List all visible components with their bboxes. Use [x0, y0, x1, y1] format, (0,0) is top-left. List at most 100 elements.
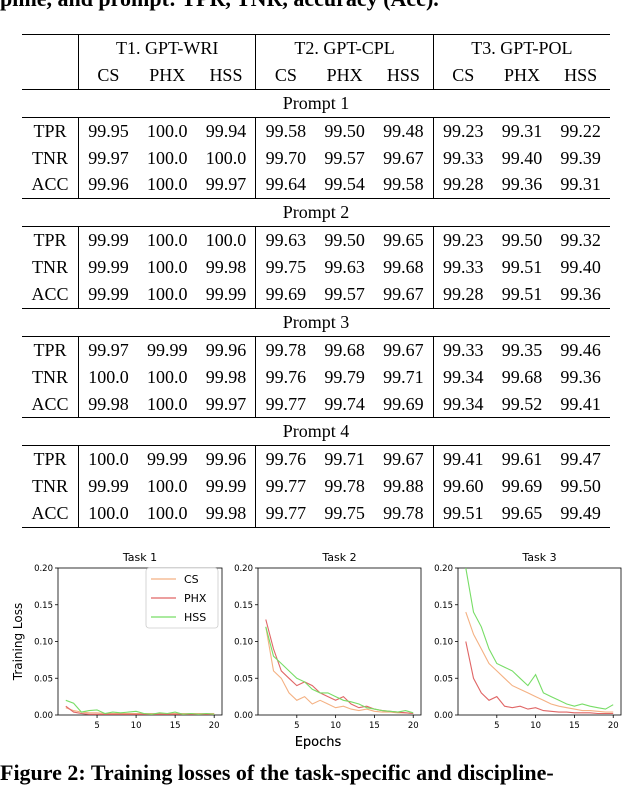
value-cell: 99.88 [373, 473, 434, 501]
prompt-label: Prompt 3 [22, 307, 610, 337]
y-tick-label: 0.00 [234, 711, 253, 721]
table-row: TNR 99.99 100.0 99.98 99.75 99.63 99.68 99.33 99… [22, 254, 610, 282]
value-cell: 99.67 [373, 445, 434, 474]
table-row: TPR 99.95 100.0 99.94 99.58 99.50 99.48 99.23 99… [22, 117, 610, 145]
value-cell: 99.35 [501, 339, 543, 360]
value-cell: 99.94 [196, 117, 257, 145]
value-cell: 100.0 [146, 174, 188, 195]
value-cell: 99.22 [560, 120, 601, 141]
value-cell: 99.99 [88, 230, 129, 251]
metric-label: ACC [22, 281, 79, 309]
task-header: T2. GPT-CPL [255, 33, 434, 62]
value-cell: 99.50 [501, 230, 543, 251]
value-cell: 99.71 [324, 449, 365, 470]
table-row: TNR 100.0 100.0 99.98 99.76 99.79 99.71 99.34 99… [22, 363, 610, 391]
value-cell: 99.36 [560, 366, 601, 387]
x-axis-label: Epochs [295, 735, 342, 750]
value-cell: 99.64 [265, 174, 307, 195]
table-row: TPR 99.99 100.0 100.0 99.63 99.50 99.65 99.23 99… [22, 226, 610, 255]
prompt-row: Prompt 1 [22, 88, 610, 118]
value-cell: 99.67 [373, 281, 434, 309]
value-cell: 99.99 [146, 339, 188, 360]
value-cell: 99.65 [492, 500, 552, 529]
discipline-header: CS [452, 64, 475, 85]
x-tick-label: 20 [408, 721, 419, 731]
plot-frame [457, 567, 622, 716]
value-cell: 99.99 [146, 449, 188, 470]
results-table: T1. GPT-WRI T2. GPT-CPL T3. GPT-POL CS PHX HS… [22, 33, 610, 529]
value-cell: 99.46 [560, 339, 601, 360]
value-cell: 99.96 [196, 445, 257, 474]
value-cell: 99.96 [88, 174, 129, 195]
discipline-header: PHX [149, 64, 186, 85]
value-cell: 99.79 [324, 366, 365, 387]
value-cell: 99.70 [265, 147, 307, 168]
table-header-disciplines: CS PHX HSS CS PHX HSS CS PHX HSS [22, 61, 610, 90]
task-header: T3. GPT-POL [433, 33, 610, 62]
value-cell: 100.0 [88, 449, 129, 470]
value-cell: 99.57 [324, 147, 365, 168]
value-cell: 99.67 [373, 336, 434, 364]
discipline-header: HSS [196, 61, 257, 90]
value-cell: 100.0 [146, 393, 188, 414]
value-cell: 99.40 [560, 257, 601, 278]
value-cell: 99.36 [560, 283, 601, 304]
discipline-header: HSS [564, 64, 598, 85]
y-tick-label: 0.00 [434, 711, 453, 721]
value-cell: 100.0 [146, 230, 188, 251]
x-tick-label: 10 [131, 721, 142, 731]
value-cell: 99.32 [560, 230, 601, 251]
header-corner [22, 33, 79, 62]
x-tick-label: 10 [530, 721, 541, 731]
value-cell: 99.74 [324, 393, 365, 414]
metric-label: ACC [22, 171, 79, 199]
value-cell: 99.68 [324, 339, 365, 360]
metric-label: TNR [22, 363, 79, 391]
legend-label: CS [184, 573, 199, 586]
table-row: TPR 99.97 99.99 99.96 99.78 99.68 99.67 99.33 99… [22, 336, 610, 364]
value-cell: 99.33 [442, 339, 484, 360]
metric-label: TNR [22, 254, 79, 282]
y-tick-label: 0.20 [234, 564, 253, 574]
y-tick-label: 0.10 [234, 638, 253, 648]
value-cell: 99.77 [255, 500, 316, 529]
prompt-label: Prompt 1 [22, 88, 610, 118]
y-tick-label: 0.10 [434, 638, 453, 648]
value-cell: 99.78 [324, 476, 365, 497]
y-axis-label: Training Loss [11, 603, 25, 681]
value-cell: 99.78 [373, 500, 434, 529]
value-cell: 99.23 [442, 120, 484, 141]
table-row: ACC 99.98 100.0 99.97 99.77 99.74 99.69 99.34 99… [22, 390, 610, 418]
value-cell: 100.0 [88, 366, 129, 387]
series-line-phx [265, 619, 414, 715]
value-cell: 99.63 [265, 230, 307, 251]
x-tick-label: 20 [608, 721, 619, 731]
value-cell: 99.97 [196, 390, 257, 418]
plot-title: Task 3 [521, 551, 556, 564]
value-cell: 99.31 [560, 174, 601, 195]
metric-label: TPR [22, 445, 79, 474]
table-header-tasks: T1. GPT-WRI T2. GPT-CPL T3. GPT-POL [22, 33, 610, 62]
prompt-row: Prompt 3 [22, 307, 610, 337]
value-cell: 99.31 [501, 120, 543, 141]
table-caption: pline, and prompt: TPR, TNR, accuracy (A… [0, 0, 640, 16]
discipline-header: PHX [326, 64, 363, 85]
series-line-hss [465, 567, 614, 710]
value-cell: 99.98 [196, 254, 257, 282]
discipline-header: CS [97, 64, 120, 85]
value-cell: 100.0 [146, 283, 188, 304]
value-cell: 99.51 [433, 500, 493, 529]
prompt-row: Prompt 2 [22, 198, 610, 228]
value-cell: 99.67 [373, 144, 434, 172]
value-cell: 99.50 [324, 120, 365, 141]
value-cell: 99.99 [196, 281, 257, 309]
value-cell: 99.34 [442, 393, 484, 414]
series-line-cs [265, 626, 414, 715]
y-tick-label: 0.15 [34, 601, 53, 611]
value-cell: 100.0 [78, 500, 138, 529]
value-cell: 99.49 [551, 500, 610, 529]
prompt-row: Prompt 4 [22, 417, 610, 447]
value-cell: 99.97 [196, 171, 257, 199]
y-tick-label: 0.20 [434, 564, 453, 574]
value-cell: 99.58 [373, 171, 434, 199]
